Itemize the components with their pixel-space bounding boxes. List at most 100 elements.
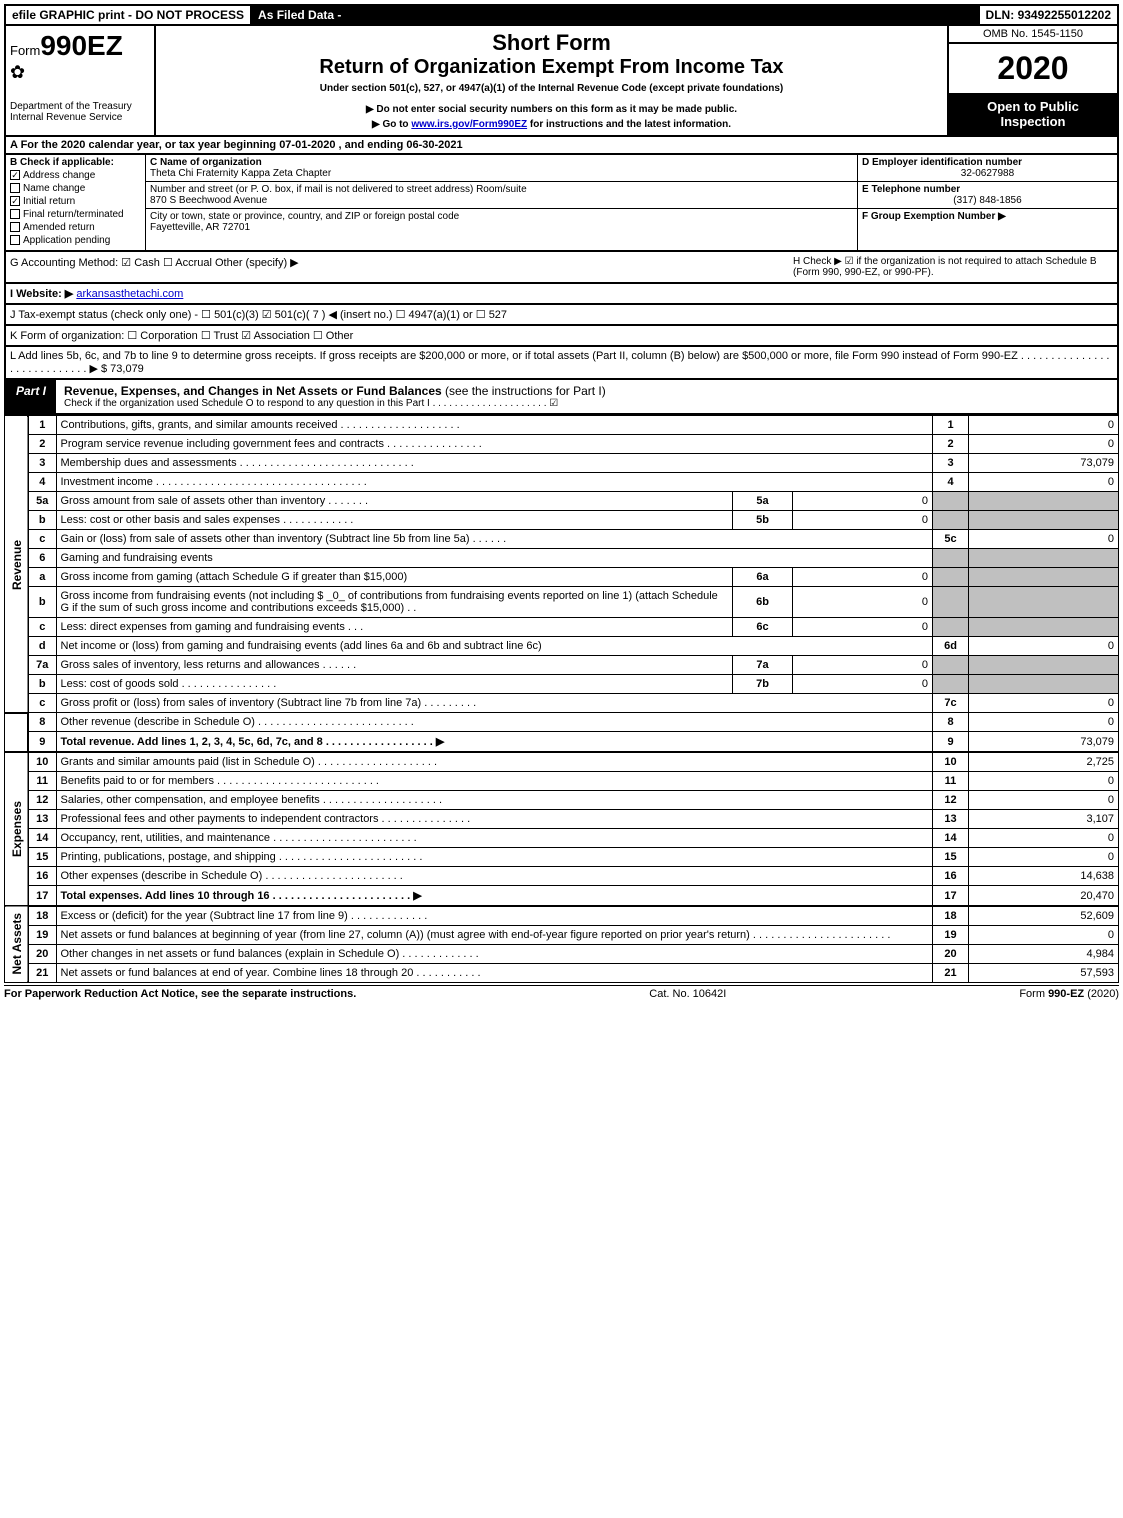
grey-cell — [969, 492, 1119, 511]
line-amount: 0 — [969, 473, 1119, 492]
subline-val: 0 — [793, 618, 933, 637]
line-num: 15 — [28, 848, 56, 867]
subline-num: 6a — [733, 568, 793, 587]
financial-table: Revenue 1 Contributions, gifts, grants, … — [4, 415, 1119, 983]
line-num: c — [28, 530, 56, 549]
grey-cell — [969, 618, 1119, 637]
dln-label: DLN: — [986, 8, 1015, 22]
grey-cell — [969, 675, 1119, 694]
irs-eagle-icon: ✿ — [10, 62, 150, 83]
line-num: 20 — [28, 945, 56, 964]
check-pending[interactable]: Application pending — [10, 235, 141, 246]
line-desc: Grants and similar amounts paid (list in… — [56, 752, 933, 772]
website-label: I Website: ▶ — [10, 288, 73, 300]
line-desc: Benefits paid to or for members . . . . … — [56, 772, 933, 791]
col-b-checkboxes: B Check if applicable: ✓Address change N… — [6, 155, 146, 250]
line-rnum: 9 — [933, 732, 969, 753]
subline-num: 6b — [733, 587, 793, 618]
grey-cell — [933, 549, 969, 568]
irs-link[interactable]: www.irs.gov/Form990EZ — [411, 119, 527, 130]
return-title: Return of Organization Exempt From Incom… — [160, 56, 943, 79]
line-num: 8 — [28, 713, 56, 732]
dept-treasury: Department of the Treasury — [10, 101, 150, 112]
check-label: Name change — [23, 183, 85, 194]
row-g-accounting: G Accounting Method: ☑ Cash ☐ Accrual Ot… — [4, 252, 1119, 284]
website-link[interactable]: arkansasthetachi.com — [76, 288, 183, 300]
part-i-title: Revenue, Expenses, and Changes in Net As… — [56, 380, 1117, 413]
check-address-change[interactable]: ✓Address change — [10, 170, 141, 181]
line-rnum: 10 — [933, 752, 969, 772]
line-rnum: 20 — [933, 945, 969, 964]
expenses-side-label: Expenses — [5, 752, 29, 906]
line-amount: 4,984 — [969, 945, 1119, 964]
line-desc: Gain or (loss) from sale of assets other… — [56, 530, 933, 549]
line-num: 4 — [28, 473, 56, 492]
line-desc: Printing, publications, postage, and shi… — [56, 848, 933, 867]
col-b-title: B Check if applicable: — [10, 157, 141, 168]
revenue-side-label: Revenue — [5, 416, 29, 713]
line-amount: 0 — [969, 530, 1119, 549]
line-num: 17 — [28, 886, 56, 907]
page-footer: For Paperwork Reduction Act Notice, see … — [4, 985, 1119, 1000]
subline-val: 0 — [793, 656, 933, 675]
line-rnum: 21 — [933, 964, 969, 983]
line-desc: Membership dues and assessments . . . . … — [56, 454, 933, 473]
line-amount: 3,107 — [969, 810, 1119, 829]
line-num: 6 — [28, 549, 56, 568]
open-public: Open to Public Inspection — [949, 93, 1117, 135]
row-l-amount: $ 73,079 — [101, 363, 144, 375]
grey-cell — [969, 549, 1119, 568]
short-form-title: Short Form — [160, 30, 943, 56]
group-exemption-label: F Group Exemption Number ▶ — [862, 211, 1006, 222]
dln-value: 93492255012202 — [1018, 8, 1111, 22]
line-desc: Total expenses. Add lines 10 through 16 … — [56, 886, 933, 907]
part-check: Check if the organization used Schedule … — [64, 398, 1109, 409]
ein-label: D Employer identification number — [862, 157, 1113, 168]
line-rnum: 3 — [933, 454, 969, 473]
line-desc: Other changes in net assets or fund bala… — [56, 945, 933, 964]
line-amount: 0 — [969, 637, 1119, 656]
line-desc: Occupancy, rent, utilities, and maintena… — [56, 829, 933, 848]
line-desc: Gross income from gaming (attach Schedul… — [56, 568, 733, 587]
line-num: 11 — [28, 772, 56, 791]
accounting-method: G Accounting Method: ☑ Cash ☐ Accrual Ot… — [10, 256, 793, 278]
line-rnum: 18 — [933, 906, 969, 926]
check-name-change[interactable]: Name change — [10, 183, 141, 194]
row-k-form-of-org: K Form of organization: ☐ Corporation ☐ … — [4, 326, 1119, 347]
line-rnum: 16 — [933, 867, 969, 886]
line-desc: Gross amount from sale of assets other t… — [56, 492, 733, 511]
check-label: Initial return — [23, 196, 75, 207]
subline-val: 0 — [793, 568, 933, 587]
check-initial-return[interactable]: ✓Initial return — [10, 196, 141, 207]
tax-year: 2020 — [949, 44, 1117, 93]
city-label: City or town, state or province, country… — [150, 211, 853, 222]
grey-cell — [933, 656, 969, 675]
subtitle-1: Under section 501(c), 527, or 4947(a)(1)… — [160, 83, 943, 94]
subline-num: 6c — [733, 618, 793, 637]
line-rnum: 13 — [933, 810, 969, 829]
line-amount: 0 — [969, 848, 1119, 867]
line-rnum: 8 — [933, 713, 969, 732]
grey-cell — [933, 618, 969, 637]
line-desc: Less: cost of goods sold . . . . . . . .… — [56, 675, 733, 694]
line-amount: 0 — [969, 791, 1119, 810]
line-num: 2 — [28, 435, 56, 454]
line-desc: Net assets or fund balances at beginning… — [56, 926, 933, 945]
check-amended[interactable]: Amended return — [10, 222, 141, 233]
line-num: 9 — [28, 732, 56, 753]
line-amount: 57,593 — [969, 964, 1119, 983]
line-num: 13 — [28, 810, 56, 829]
line-desc: Program service revenue including govern… — [56, 435, 933, 454]
line-rnum: 1 — [933, 416, 969, 435]
org-name: Theta Chi Fraternity Kappa Zeta Chapter — [150, 168, 853, 179]
check-final-return[interactable]: Final return/terminated — [10, 209, 141, 220]
footer-left: For Paperwork Reduction Act Notice, see … — [4, 988, 356, 1000]
line-num: d — [28, 637, 56, 656]
check-label: Address change — [23, 170, 95, 181]
check-label: Amended return — [23, 222, 95, 233]
line-num: 5a — [28, 492, 56, 511]
line-amount: 0 — [969, 416, 1119, 435]
line-desc: Less: cost or other basis and sales expe… — [56, 511, 733, 530]
subtitle-2: ▶ Do not enter social security numbers o… — [160, 104, 943, 115]
addr-label: Number and street (or P. O. box, if mail… — [150, 184, 853, 195]
